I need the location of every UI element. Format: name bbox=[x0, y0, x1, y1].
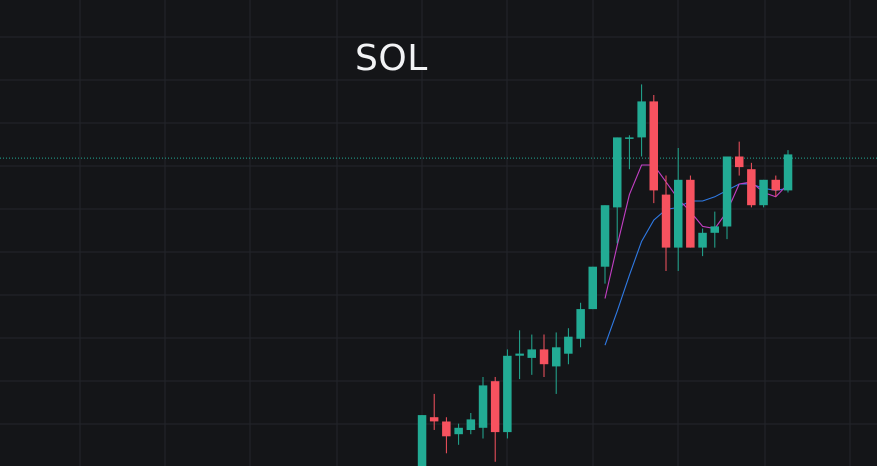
candle-body bbox=[527, 349, 536, 358]
chart-title: SOL bbox=[355, 38, 428, 79]
candle-body bbox=[747, 169, 756, 206]
candle-body bbox=[564, 336, 573, 354]
candle-body bbox=[735, 156, 744, 168]
candle-body bbox=[478, 385, 488, 428]
candle-body bbox=[771, 179, 780, 191]
candle-body bbox=[783, 154, 793, 191]
candle-body bbox=[613, 137, 622, 208]
candle-body bbox=[552, 347, 561, 367]
candle-body bbox=[466, 419, 476, 430]
candle-body bbox=[637, 101, 646, 138]
moving-average-fast bbox=[604, 164, 789, 299]
candle-body bbox=[417, 415, 427, 466]
candle-body bbox=[710, 226, 719, 233]
candle-body bbox=[539, 349, 549, 365]
candle-body bbox=[600, 205, 610, 267]
candle-body bbox=[686, 179, 695, 248]
candle-body bbox=[722, 156, 732, 227]
candle-body bbox=[649, 101, 658, 191]
candle-body bbox=[454, 427, 463, 435]
candle-body bbox=[759, 179, 768, 206]
candle-body bbox=[576, 309, 585, 339]
candle-body bbox=[698, 232, 707, 248]
candle-body bbox=[674, 179, 683, 248]
candle-body bbox=[429, 417, 439, 422]
candle-body bbox=[490, 381, 500, 433]
moving-average-mid bbox=[604, 183, 789, 346]
candle-body bbox=[515, 353, 524, 356]
candle-body bbox=[588, 266, 597, 310]
candle-body bbox=[625, 137, 634, 139]
candle-body bbox=[661, 194, 671, 248]
candle-body bbox=[503, 355, 512, 433]
candle-body bbox=[442, 421, 451, 437]
